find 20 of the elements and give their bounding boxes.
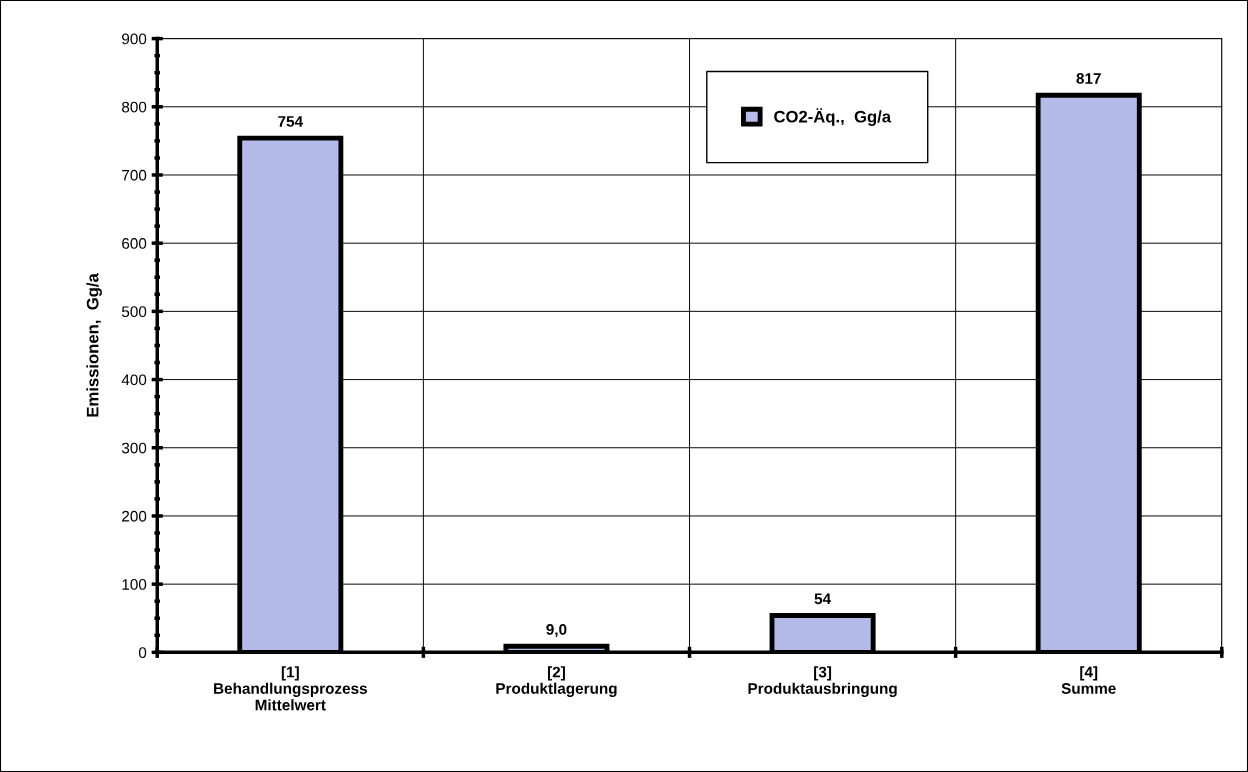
x-tick-label: [1] Behandlungsprozess Mittelwert: [214, 666, 367, 711]
y-tick-label: 900: [122, 33, 147, 45]
legend-label: CO2-Äq., Gg/a: [774, 108, 892, 126]
y-tick-label: 500: [121, 306, 147, 318]
x-tick-label: [2] Produktlagerung: [496, 666, 617, 697]
data-label: 54: [814, 593, 831, 605]
x-tick-label: [3] Produktausbringung: [748, 666, 897, 697]
data-label: 754: [278, 116, 303, 127]
y-axis-title: Emissionen, Gg/a: [86, 273, 102, 417]
y-tick-label: 800: [122, 101, 147, 113]
y-tick-label: 700: [122, 169, 147, 181]
data-label: 817: [1076, 73, 1101, 84]
y-tick-label: 400: [121, 374, 147, 386]
data-label: 9,0: [546, 624, 567, 638]
y-tick-label: 200: [122, 510, 147, 522]
y-tick-label: 300: [121, 442, 147, 454]
y-tick-label: 0: [138, 647, 147, 659]
x-tick-label: [4] Summe: [1061, 666, 1116, 694]
y-tick-label: 600: [122, 238, 147, 249]
y-tick-label: 100: [122, 579, 147, 590]
